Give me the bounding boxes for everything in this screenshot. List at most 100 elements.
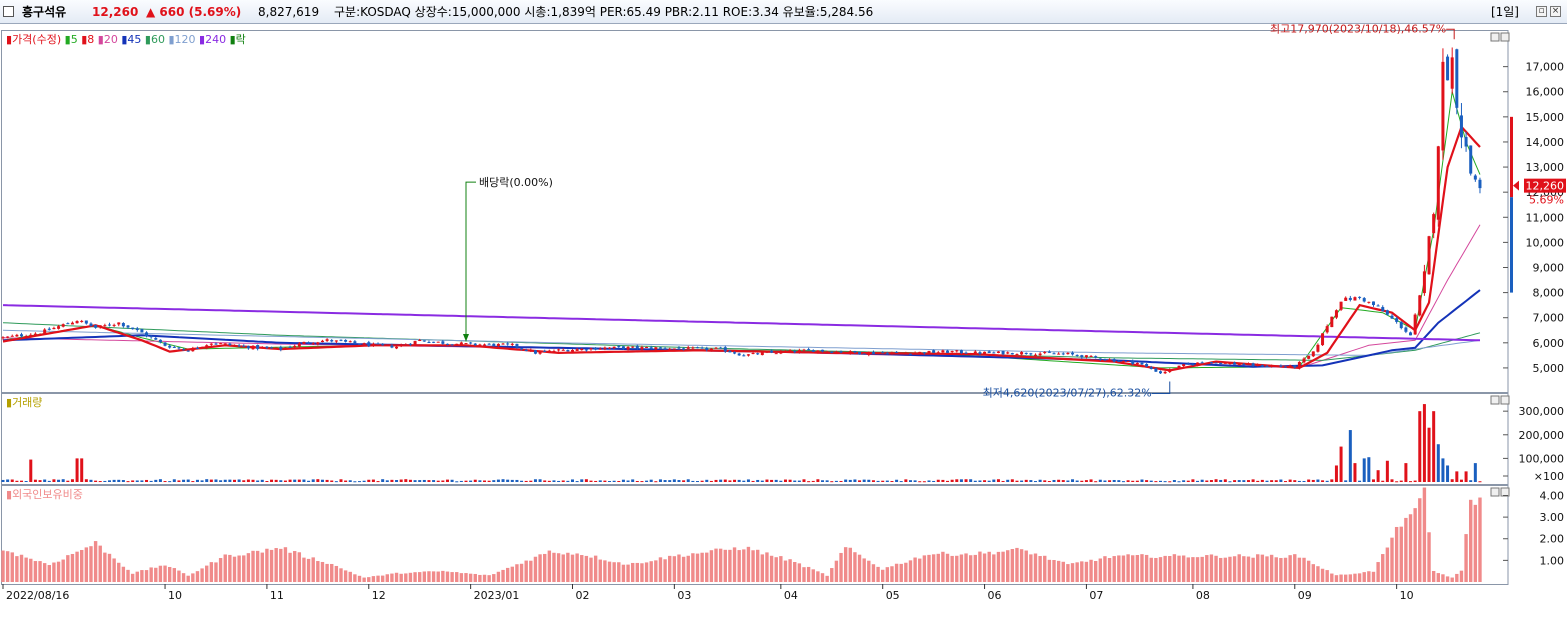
volume-bar (983, 480, 987, 482)
foreign-bar (714, 548, 718, 582)
candle-body (1061, 353, 1065, 355)
volume-bar (29, 459, 33, 482)
candle-body (1057, 353, 1061, 355)
x-axis-label: 06 (988, 589, 1002, 602)
candle-body (126, 325, 130, 328)
candle-body (821, 349, 825, 352)
foreign-bar (1339, 574, 1343, 582)
volume-bar (1478, 481, 1482, 483)
foreign-bar (1316, 566, 1320, 582)
candle-body (1071, 352, 1075, 355)
foreign-bar (195, 571, 200, 582)
volume-bar (1464, 471, 1468, 482)
volume-bar (1274, 480, 1278, 482)
ma-line-60 (2, 322, 1481, 361)
candle-body (1339, 301, 1343, 310)
volume-bar (533, 479, 537, 482)
volume-bar (1344, 480, 1348, 482)
candle-body (1316, 344, 1320, 352)
volume-bar (649, 479, 653, 482)
volume-bar (1436, 444, 1440, 482)
candle-body (746, 354, 750, 356)
candle-body (1126, 360, 1130, 362)
candle-body (209, 343, 213, 345)
volume-bar (719, 479, 723, 482)
foreign-bar (1260, 554, 1265, 582)
foreign-bar (1209, 554, 1214, 582)
volume-bar (626, 480, 630, 482)
candle-body (1274, 365, 1278, 367)
volume-bar (376, 481, 380, 483)
volume-bar (927, 480, 931, 482)
foreign-bar (968, 555, 973, 582)
foreign-bar (348, 571, 352, 582)
foreign-bar (755, 549, 760, 582)
candle-body (1251, 363, 1255, 366)
candle-body (742, 355, 746, 357)
volume-bar (1237, 480, 1241, 482)
period-button[interactable]: [1일] (1490, 5, 1519, 19)
volume-bar (293, 479, 297, 482)
volume-bar (1209, 480, 1213, 482)
candle-body (501, 343, 505, 345)
candle-body (858, 351, 862, 355)
volume-bar (686, 479, 690, 482)
volume-bar (598, 480, 602, 482)
foreign-bar (367, 577, 371, 582)
foreign-bar (621, 564, 626, 582)
foreign-bar (1056, 560, 1061, 582)
candle-body (612, 346, 616, 349)
stock-name: 흥구석유 (22, 5, 67, 19)
volume-bar (1219, 479, 1223, 482)
volume-bar (1080, 480, 1084, 482)
volume-bar (1432, 411, 1436, 482)
volume-bar (1205, 480, 1209, 482)
volume-bar (700, 480, 704, 482)
candle-body (1001, 351, 1005, 355)
price-axis-label: 5,000 (1533, 362, 1565, 375)
volume-bar (1446, 465, 1450, 482)
legend-marker: ▮ (6, 33, 12, 46)
foreign-bar (265, 548, 269, 582)
stock-chart: 5,000 6,000 7,000 8,000 9,000 10,000 11,000 12,… (1, 24, 1566, 602)
foreign-bar (1274, 557, 1278, 582)
volume-bar (941, 479, 945, 482)
volume-bar (1334, 465, 1338, 482)
volume-bar (594, 480, 598, 482)
candle-body (1371, 301, 1375, 306)
candle-body (816, 350, 820, 353)
volume-bar (1066, 480, 1070, 482)
candle-body (617, 346, 621, 348)
foreign-bar (691, 553, 695, 582)
foreign-bar (899, 563, 903, 582)
candle-body (510, 343, 514, 345)
foreign-bar (1427, 532, 1431, 582)
foreign-bar (575, 553, 579, 582)
volume-bar (904, 479, 908, 482)
candle-body (455, 343, 459, 346)
candle-body (1265, 366, 1269, 368)
foreign-bar (519, 563, 524, 582)
foreign-bar (492, 574, 496, 582)
volume-bar (1103, 480, 1107, 482)
candle-body (478, 344, 482, 346)
select-checkbox[interactable] (3, 6, 14, 17)
volume-bar (325, 479, 329, 482)
volume-bar (751, 480, 755, 482)
volume-bar (1029, 480, 1033, 482)
foreign-bar (1154, 557, 1158, 582)
volume-bar (663, 480, 667, 482)
close-icon[interactable]: × (1550, 6, 1561, 17)
foreign-bar (524, 560, 528, 582)
foreign-bar (1038, 556, 1042, 582)
candle-body (1450, 57, 1454, 89)
volume-bar (307, 480, 311, 482)
volume-bar (1427, 427, 1431, 482)
foreign-bar (853, 552, 857, 582)
restore-icon[interactable]: ▫ (1536, 6, 1547, 17)
foreign-bar (455, 572, 459, 582)
volume-bar (1228, 481, 1232, 483)
volume-bar (1043, 480, 1047, 482)
pane-frame-0 (1, 30, 1509, 393)
candle-body (797, 350, 801, 353)
